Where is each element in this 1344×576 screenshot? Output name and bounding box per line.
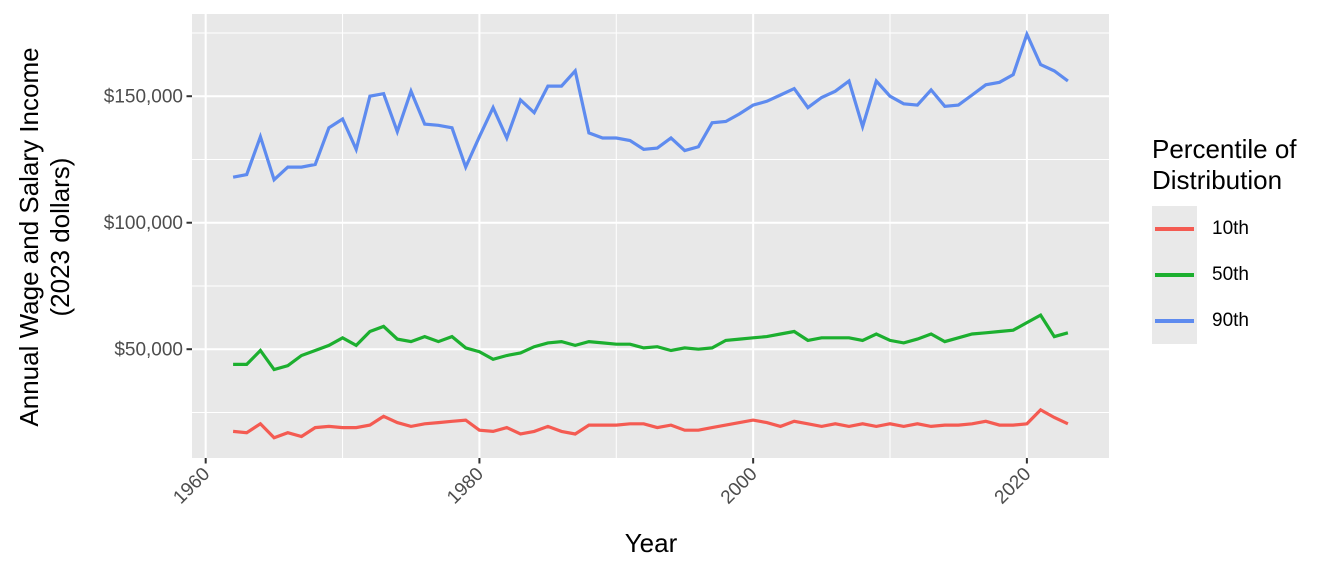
legend-key-line-icon [1155, 319, 1194, 323]
x-tick-label: 2020 [991, 464, 1036, 509]
x-axis-title: Year [624, 528, 678, 558]
legend-key-90th [1152, 298, 1197, 344]
legend-item-label: 10th [1212, 218, 1249, 239]
legend-title: Percentile of Distribution [1152, 134, 1342, 196]
legend-items: 10th 50th 90th [1152, 206, 1342, 344]
legend-key-line-icon [1155, 273, 1194, 277]
legend-title-line2: Distribution [1152, 165, 1283, 195]
legend-key-50th [1152, 252, 1197, 298]
y-tick-label: $50,000 [114, 340, 183, 361]
y-tick-label: $100,000 [104, 213, 183, 234]
legend-key-10th [1152, 206, 1197, 252]
y-tick-label: $150,000 [104, 87, 183, 108]
y-axis-title-line1: Annual Wage and Salary Income [14, 47, 44, 427]
legend: Percentile of Distribution 10th 50th 90t… [1152, 134, 1342, 344]
legend-title-line1: Percentile of [1152, 134, 1297, 164]
series-line-90th[interactable] [232, 29, 1069, 183]
plot-panel [192, 14, 1109, 458]
legend-item-50th: 50th [1152, 252, 1342, 298]
legend-key-line-icon [1155, 227, 1194, 231]
y-axis-title-line2: (2023 dollars) [45, 157, 75, 317]
y-axis-title: Annual Wage and Salary Income (2023 doll… [14, 7, 78, 467]
legend-item-label: 50th [1212, 264, 1249, 285]
legend-item-10th: 10th [1152, 206, 1342, 252]
x-tick-label: 1980 [443, 464, 488, 509]
series-line-10th[interactable] [232, 407, 1069, 440]
legend-item-90th: 90th [1152, 298, 1342, 344]
x-tick-label: 2000 [717, 464, 762, 509]
series-line-50th[interactable] [233, 312, 1069, 372]
legend-item-label: 90th [1212, 310, 1249, 331]
x-tick-label: 1960 [169, 464, 214, 509]
